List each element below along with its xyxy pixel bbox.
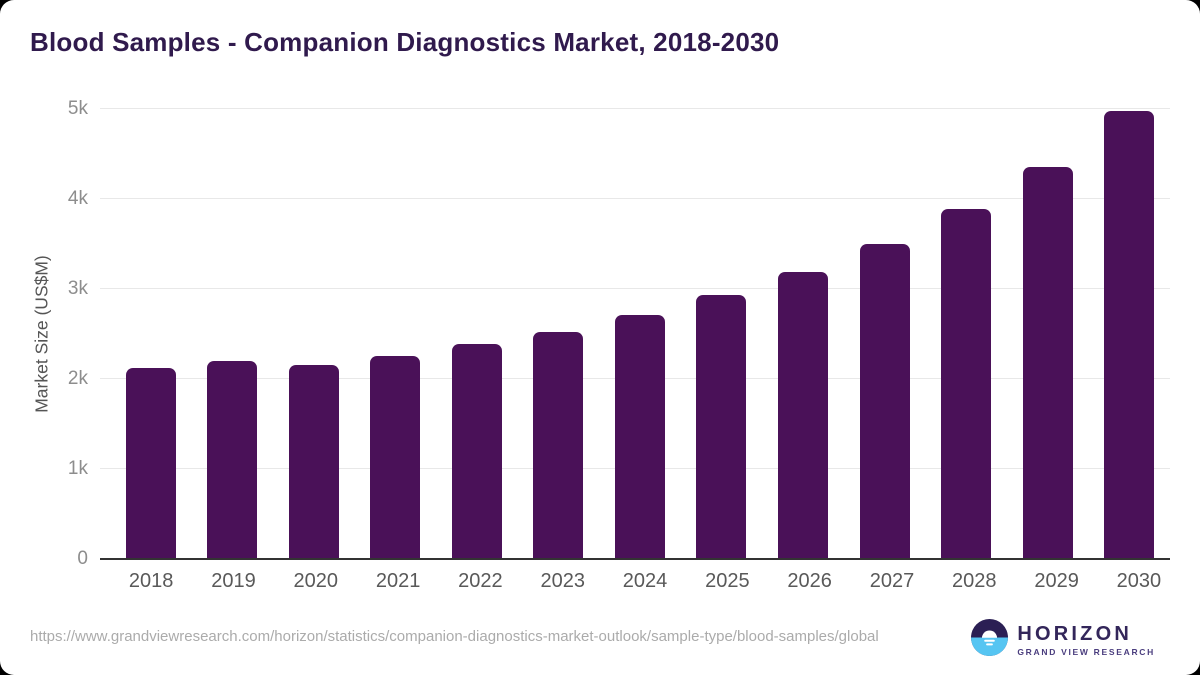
bar-slot-2030 xyxy=(1088,109,1170,559)
bar-slot-2021 xyxy=(355,109,437,559)
logo-tagline: GRAND VIEW RESEARCH xyxy=(1017,646,1155,657)
bar-2026 xyxy=(778,272,829,559)
y-tick-label-0: 0 xyxy=(77,548,88,569)
bar-slot-2028 xyxy=(925,109,1007,559)
bar-2029 xyxy=(1022,166,1073,559)
y-tick-label-3k: 3k xyxy=(67,278,88,299)
bar-slot-2020 xyxy=(273,109,355,559)
bars-row xyxy=(100,109,1170,559)
bar-2030 xyxy=(1104,110,1155,559)
x-axis-label-2026: 2026 xyxy=(787,570,832,592)
x-axis-baseline xyxy=(100,558,1170,560)
bar-2023 xyxy=(533,332,584,559)
x-axis-label-2028: 2028 xyxy=(952,570,997,592)
gridline-5k xyxy=(100,108,1170,109)
x-axis-label-2018: 2018 xyxy=(128,570,174,592)
bar-2028 xyxy=(941,208,992,559)
bar-slot-2018 xyxy=(110,109,192,559)
x-axis-labels: 2018 2019 2020 2021 2022 2023 2024 2025 2026 2027… xyxy=(100,570,1180,593)
y-tick-label-1k: 1k xyxy=(67,458,88,479)
bar-2024 xyxy=(614,315,665,559)
bar-slot-2025 xyxy=(681,109,763,559)
x-axis-label-2025: 2025 xyxy=(705,570,750,592)
x-axis-label-2027: 2027 xyxy=(869,570,915,592)
x-axis-label-2022: 2022 xyxy=(458,570,503,592)
y-axis-ticks: 0 1k 2k 3k 4k 5k xyxy=(0,98,88,569)
x-axis-label-2019: 2019 xyxy=(211,570,256,592)
bar-2027 xyxy=(859,244,910,559)
bar-slot-2024 xyxy=(599,109,681,559)
bar-2020 xyxy=(288,365,339,559)
bar-slot-2027 xyxy=(844,109,926,559)
horizon-sun-icon xyxy=(971,619,1009,661)
logo-name: HORIZON xyxy=(1017,622,1132,645)
x-axis-label-2030: 2030 xyxy=(1116,570,1162,592)
bar-slot-2023 xyxy=(518,109,600,559)
y-tick-label-2k: 2k xyxy=(67,368,88,389)
x-axis-label-2023: 2023 xyxy=(540,570,585,592)
y-tick-label-5k: 5k xyxy=(67,98,88,119)
chart-title: Blood Samples - Companion Diagnostics Ma… xyxy=(30,27,780,57)
x-axis-label-2024: 2024 xyxy=(622,570,668,592)
bar-slot-2022 xyxy=(436,109,518,559)
source-url: https://www.grandviewresearch.com/horizo… xyxy=(30,628,879,645)
bar-2018 xyxy=(125,368,176,559)
bar-2019 xyxy=(207,361,258,559)
x-axis-label-2020: 2020 xyxy=(293,570,339,592)
logo-texts: HORIZON GRAND VIEW RESEARCH xyxy=(1017,624,1155,657)
x-axis-label-2029: 2029 xyxy=(1034,570,1079,592)
bar-2025 xyxy=(696,295,747,559)
bar-slot-2029 xyxy=(1007,109,1089,559)
x-axis-label-2021: 2021 xyxy=(375,570,421,592)
plot-area xyxy=(100,108,1170,560)
bar-2021 xyxy=(370,356,421,559)
gridline-3k xyxy=(100,288,1170,289)
bar-slot-2019 xyxy=(192,109,274,559)
bar-slot-2026 xyxy=(762,109,844,559)
y-tick-label-4k: 4k xyxy=(67,188,88,209)
horizon-logo: HORIZON GRAND VIEW RESEARCH xyxy=(971,619,1155,661)
gridline-4k xyxy=(100,198,1170,199)
bar-2022 xyxy=(451,343,502,559)
